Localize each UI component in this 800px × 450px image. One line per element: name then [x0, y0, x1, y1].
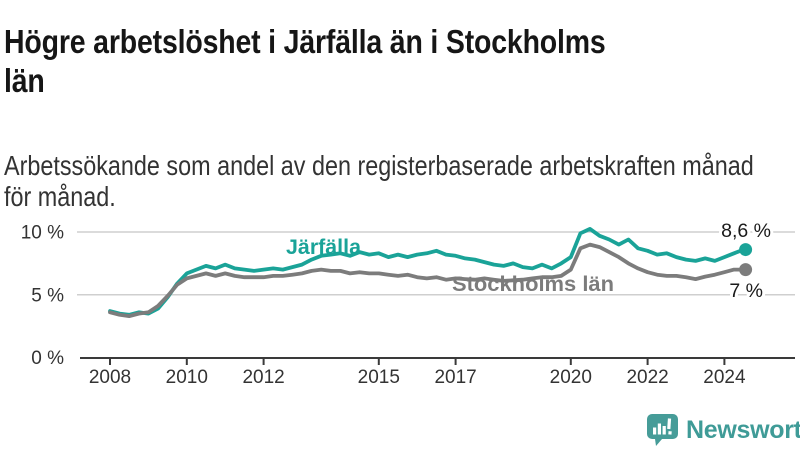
- series-line-stockholms-lan: [108, 242, 746, 319]
- series-end-dot-jarfalla: [739, 243, 753, 257]
- x-axis-label-2020: 2020: [550, 367, 592, 388]
- series-end-value-jarfalla: 8,6 %: [721, 220, 771, 242]
- x-axis-label-2015: 2015: [358, 367, 400, 388]
- series-label-stockholms-lan: Stockholms län: [452, 272, 614, 296]
- x-axis-label-2010: 2010: [166, 367, 208, 388]
- chart-title-line-1: Högre arbetslöshet i Järfälla än i Stock…: [4, 24, 606, 62]
- newsworthy-wordmark: Newsworthy: [686, 415, 800, 444]
- chart-subtitle: Arbetssökande som andel av den registerb…: [4, 150, 754, 213]
- x-axis-label-2022: 2022: [626, 367, 668, 388]
- y-axis-label-10pct: 10 %: [21, 223, 64, 244]
- x-axis-label-2024: 2024: [703, 367, 746, 388]
- x-axis-label-2017: 2017: [434, 367, 476, 388]
- series-line-jarfalla: [108, 226, 746, 317]
- chart-subtitle-line-2: för månad.: [4, 181, 116, 212]
- x-axis-label-2008: 2008: [89, 367, 131, 388]
- newsworthy-logo: Newsworthy: [646, 413, 800, 447]
- y-axis-label-5pct: 5 %: [31, 285, 64, 306]
- y-axis-label-0pct: 0 %: [31, 348, 64, 369]
- series-end-dot-stockholms-lan: [739, 263, 753, 277]
- chart-title: Högre arbetslöshet i Järfälla än i Stock…: [4, 23, 606, 101]
- newsworthy-logo-icon: [647, 414, 678, 446]
- series-label-jarfalla: Järfälla: [286, 235, 362, 259]
- chart-subtitle-line-1: Arbetssökande som andel av den registerb…: [4, 149, 754, 181]
- x-axis-label-2012: 2012: [242, 367, 284, 388]
- logo-bar-chart-glyph: [653, 418, 672, 435]
- chart-title-line-2: län: [4, 63, 45, 101]
- logo-bubble-shape: [647, 414, 678, 446]
- series-end-value-stockholms-lan: 7 %: [729, 280, 763, 302]
